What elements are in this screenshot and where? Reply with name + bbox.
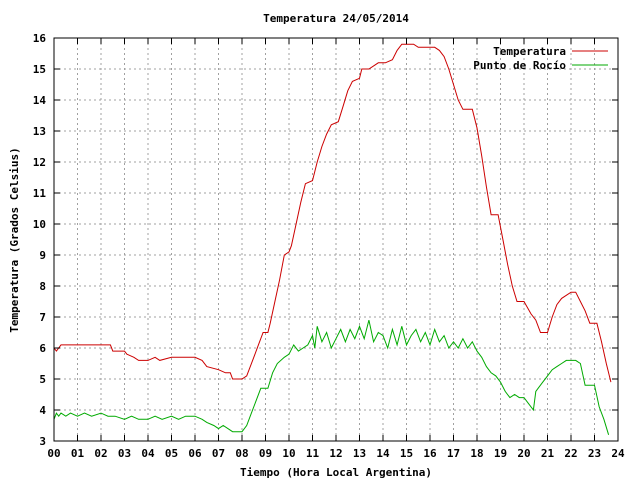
y-tick-label: 10 (33, 218, 46, 231)
x-tick-label: 07 (212, 447, 225, 460)
y-axis-label: Temperatura (Grados Celsius) (8, 147, 21, 332)
x-tick-label: 21 (541, 447, 555, 460)
x-tick-label: 20 (517, 447, 530, 460)
x-tick-label: 19 (494, 447, 507, 460)
y-axis-tick-labels: 3 4 5 6 7 8 9 10 11 12 13 14 15 16 (33, 32, 47, 448)
x-tick-label: 16 (423, 447, 437, 460)
y-tick-label: 15 (33, 63, 46, 76)
x-tick-label: 15 (400, 447, 413, 460)
y-tick-label: 16 (33, 32, 47, 45)
x-tick-label: 09 (259, 447, 272, 460)
axis-ticks (53, 37, 619, 442)
x-tick-label: 22 (564, 447, 577, 460)
x-axis-tick-labels: 00 01 02 03 04 05 06 07 08 09 10 11 12 13 14 15 16 17 18 19… (47, 447, 625, 460)
x-tick-label: 06 (188, 447, 202, 460)
y-tick-label: 4 (39, 404, 46, 417)
legend-label: Temperatura (493, 45, 566, 58)
chart-title: Temperatura 24/05/2014 (263, 12, 409, 25)
y-tick-label: 8 (39, 280, 46, 293)
x-tick-label: 14 (376, 447, 390, 460)
x-tick-label: 03 (118, 447, 131, 460)
y-tick-label: 13 (33, 125, 46, 138)
x-tick-label: 04 (141, 447, 155, 460)
x-tick-label: 23 (588, 447, 601, 460)
y-tick-label: 9 (39, 249, 46, 262)
x-tick-label: 00 (47, 447, 60, 460)
x-tick-label: 02 (94, 447, 107, 460)
punto-de-rocio-series-line (53, 319, 610, 435)
temperatura-series-line (53, 43, 612, 383)
y-tick-label: 12 (33, 156, 46, 169)
y-tick-label: 7 (39, 311, 46, 324)
series-layer (53, 43, 612, 435)
x-tick-label: 11 (306, 447, 320, 460)
x-tick-label: 18 (470, 447, 483, 460)
y-tick-label: 6 (39, 342, 46, 355)
x-tick-label: 12 (329, 447, 342, 460)
x-tick-label: 24 (611, 447, 625, 460)
y-tick-label: 5 (39, 373, 46, 386)
x-axis-label: Tiempo (Hora Local Argentina) (240, 466, 432, 479)
y-tick-label: 11 (33, 187, 47, 200)
x-tick-label: 17 (447, 447, 460, 460)
x-tick-label: 01 (71, 447, 85, 460)
x-tick-label: 10 (282, 447, 295, 460)
y-tick-label: 3 (39, 435, 46, 448)
x-tick-label: 08 (235, 447, 248, 460)
x-tick-label: 05 (165, 447, 178, 460)
legend-label: Punto de Rocío (473, 59, 566, 72)
y-tick-label: 14 (33, 94, 47, 107)
x-tick-label: 13 (353, 447, 366, 460)
grid (54, 38, 618, 441)
